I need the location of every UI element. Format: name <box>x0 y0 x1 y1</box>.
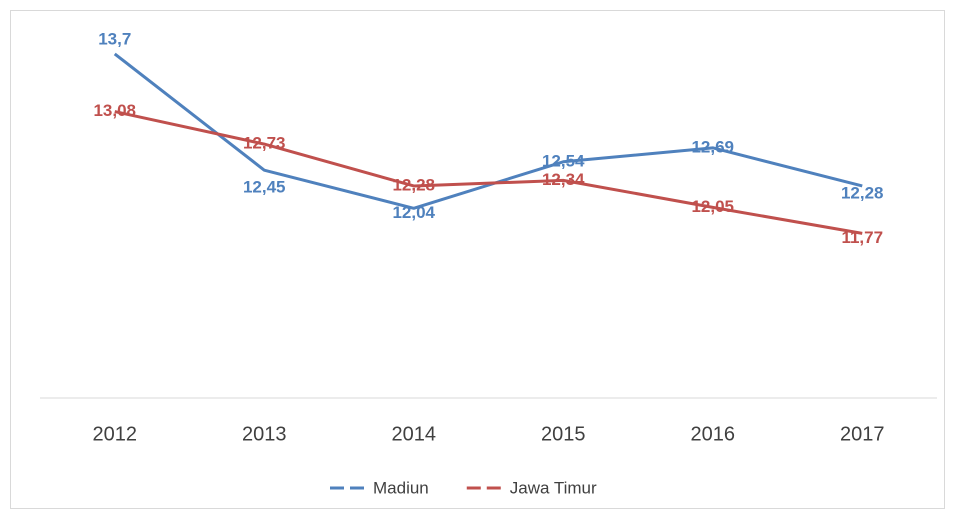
data-label: 12,54 <box>542 151 585 170</box>
legend-label: Jawa Timur <box>510 478 597 497</box>
x-tick-label: 2012 <box>93 423 138 445</box>
x-tick-label: 2013 <box>242 423 287 445</box>
series-line <box>113 52 863 210</box>
data-label: 12,28 <box>392 175 435 194</box>
x-tick-label: 2016 <box>691 423 736 445</box>
data-label: 12,73 <box>243 134 286 153</box>
x-tick-label: 2017 <box>840 423 885 445</box>
x-tick-label: 2014 <box>392 423 437 445</box>
data-label: 12,69 <box>691 137 734 156</box>
data-label: 12,04 <box>392 203 435 222</box>
data-label: 12,34 <box>542 170 585 189</box>
data-label: 12,28 <box>841 183 884 202</box>
series-line <box>114 110 863 235</box>
x-tick-label: 2015 <box>541 423 586 445</box>
data-label: 11,77 <box>841 228 883 247</box>
data-label: 13,7 <box>98 29 131 48</box>
chart-frame <box>10 10 945 509</box>
data-label: 12,05 <box>691 197 734 216</box>
data-label: 12,45 <box>243 178 286 197</box>
legend-label: Madiun <box>373 478 429 497</box>
data-label: 13,08 <box>93 101 136 120</box>
